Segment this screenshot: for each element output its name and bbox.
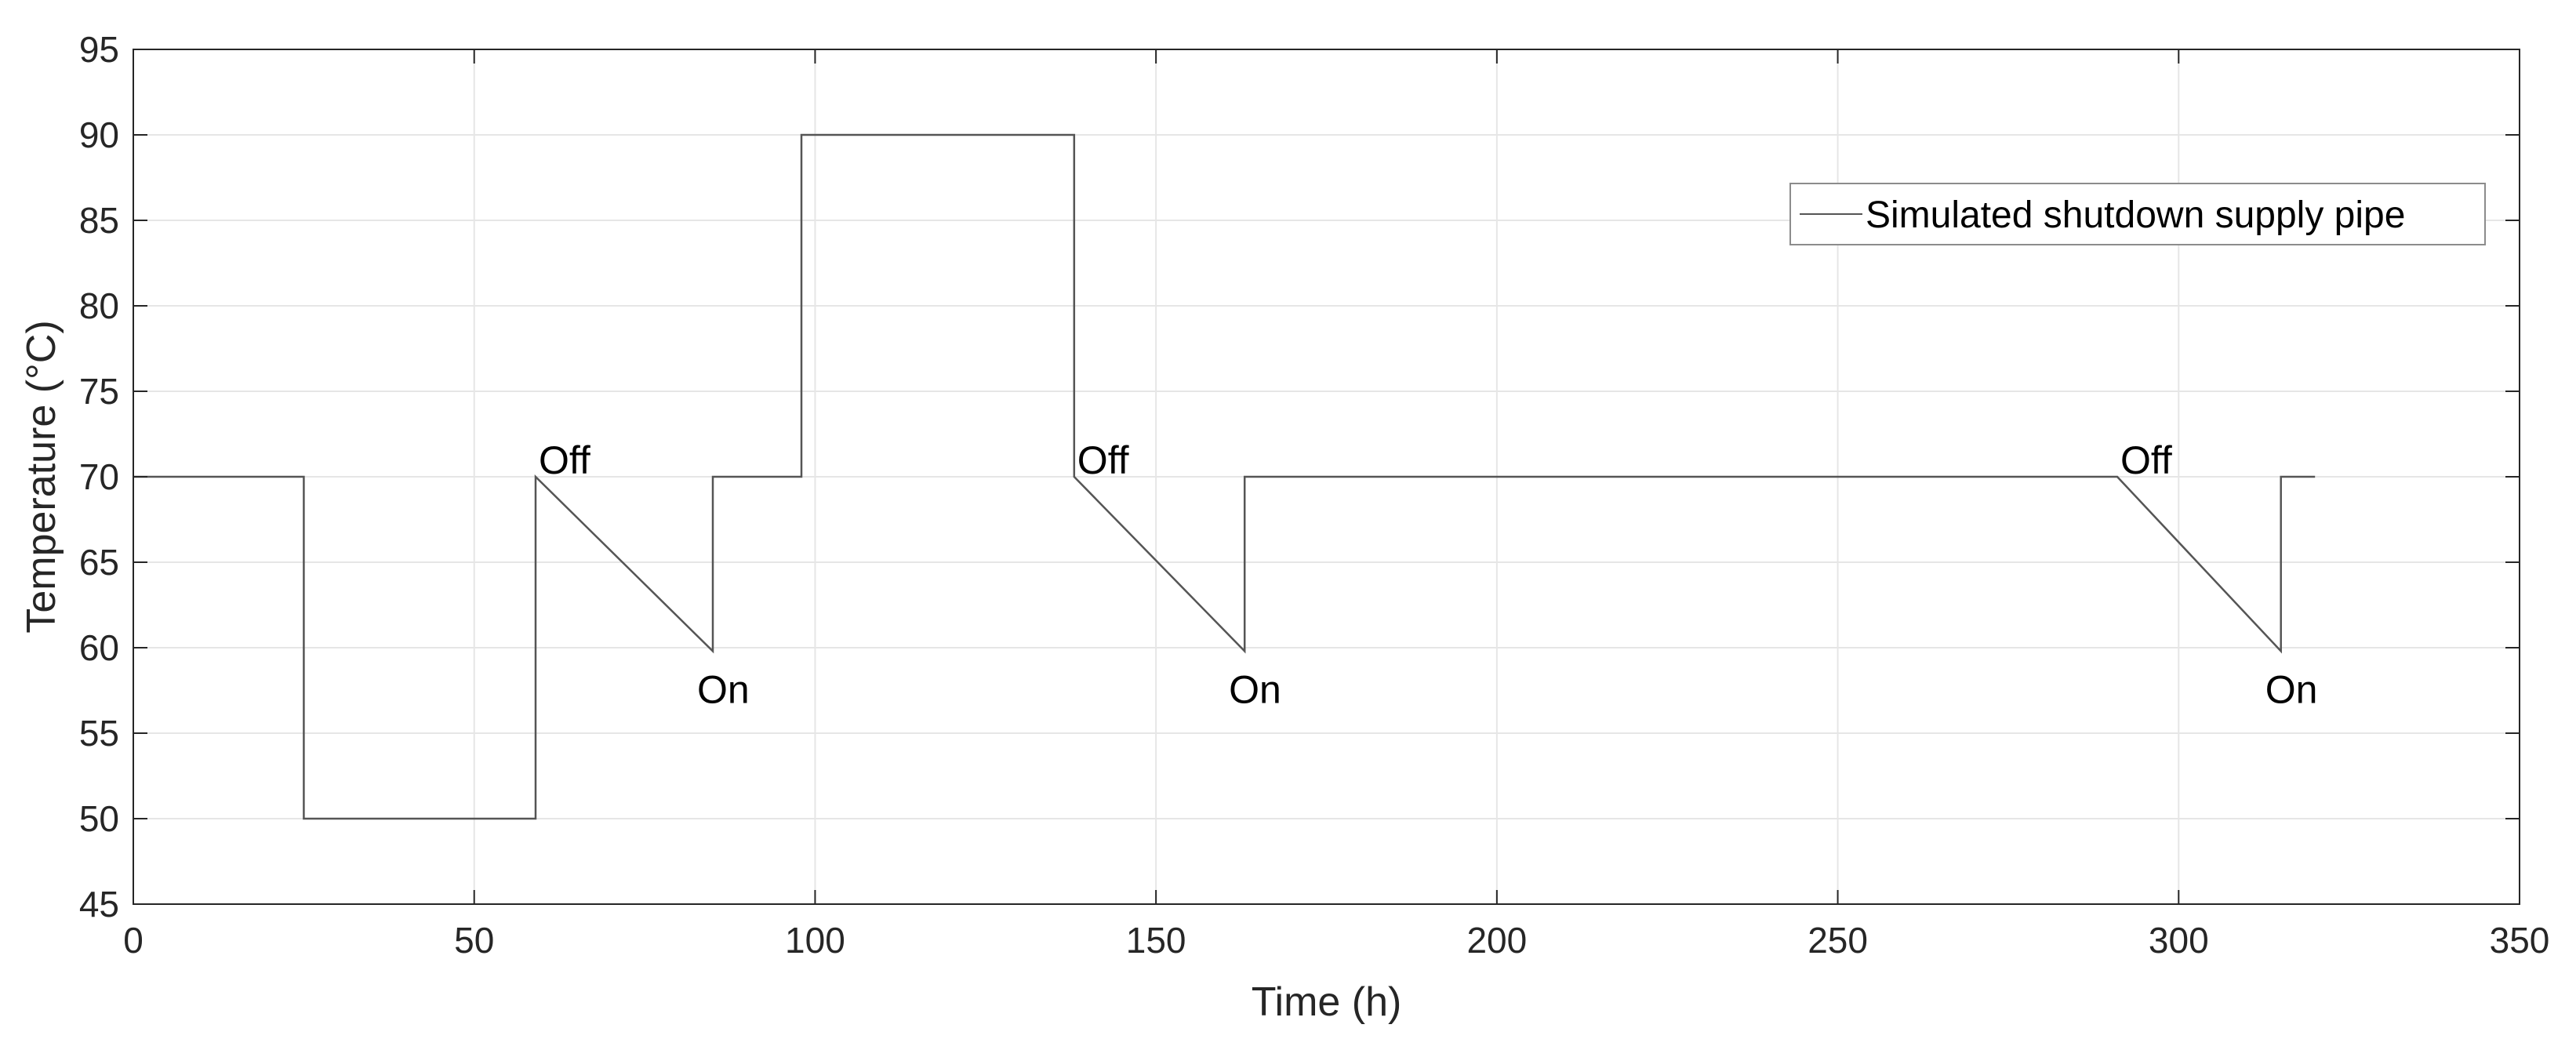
y-tick-label: 70 xyxy=(79,456,119,497)
x-tick-label: 0 xyxy=(123,920,144,961)
x-tick-label: 50 xyxy=(454,920,494,961)
annotations: Off On Off On Off On xyxy=(539,438,2317,711)
y-tick-label: 80 xyxy=(79,285,119,326)
annotation-on: On xyxy=(1229,667,1281,711)
x-tick-label: 250 xyxy=(1808,920,1868,961)
annotation-off: Off xyxy=(539,438,590,482)
series-line xyxy=(133,133,2316,820)
tick-labels: 0 50 100 150 200 250 300 350 45 50 55 60 65 70 75 80 85 9… xyxy=(79,29,2550,961)
y-tick-label: 45 xyxy=(79,884,119,925)
legend-box xyxy=(1789,183,2486,245)
y-tick-label: 60 xyxy=(79,627,119,668)
y-tick-label: 75 xyxy=(79,371,119,412)
tick-marks xyxy=(133,49,2520,905)
y-tick-label: 55 xyxy=(79,713,119,754)
y-axis-title: Temperature (°C) xyxy=(19,320,64,633)
annotation-off: Off xyxy=(2120,438,2172,482)
x-tick-label: 100 xyxy=(785,920,845,961)
x-tick-label: 350 xyxy=(2490,920,2550,961)
y-tick-label: 95 xyxy=(79,29,119,70)
annotation-on: On xyxy=(697,667,750,711)
y-tick-label: 50 xyxy=(79,798,119,839)
y-tick-label: 65 xyxy=(79,542,119,583)
y-tick-label: 90 xyxy=(79,114,119,155)
series-group xyxy=(133,133,2316,820)
x-axis-title: Time (h) xyxy=(1252,979,1402,1025)
x-tick-label: 200 xyxy=(1466,920,1527,961)
x-tick-label: 150 xyxy=(1126,920,1186,961)
annotation-off: Off xyxy=(1077,438,1129,482)
x-tick-label: 300 xyxy=(2149,920,2209,961)
annotation-on: On xyxy=(2265,667,2318,711)
legend: Simulated shutdown supply pipe xyxy=(1789,183,2486,245)
legend-label: Simulated shutdown supply pipe xyxy=(1866,194,2405,236)
y-tick-label: 85 xyxy=(79,200,119,241)
